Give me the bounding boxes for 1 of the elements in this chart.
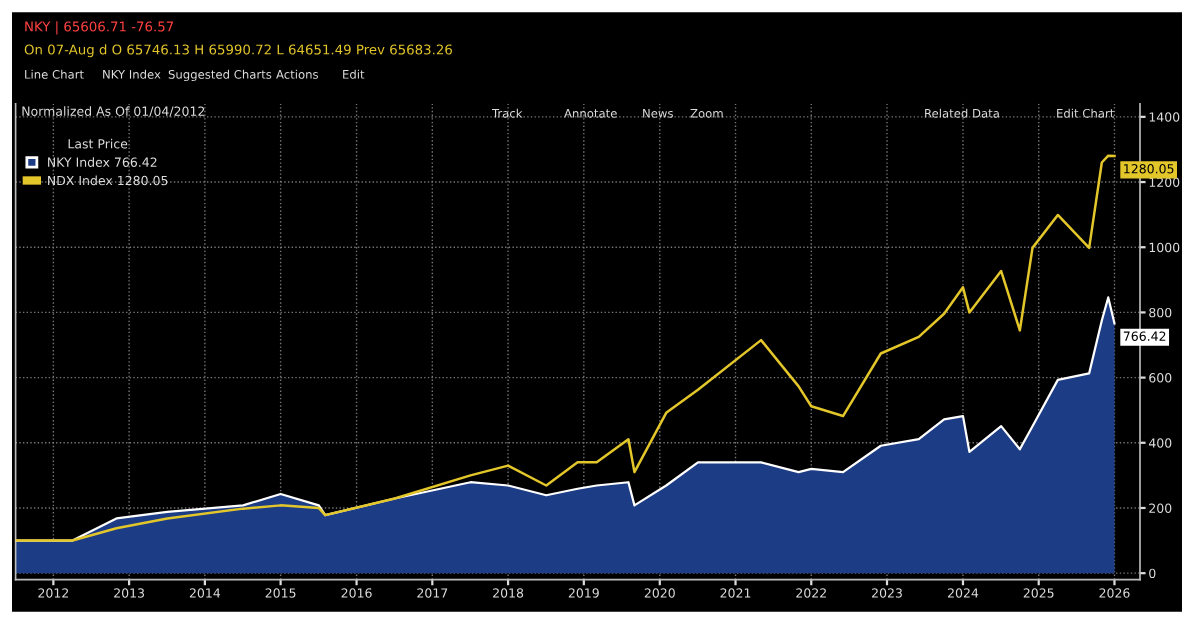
line-series: [15, 154, 1116, 542]
